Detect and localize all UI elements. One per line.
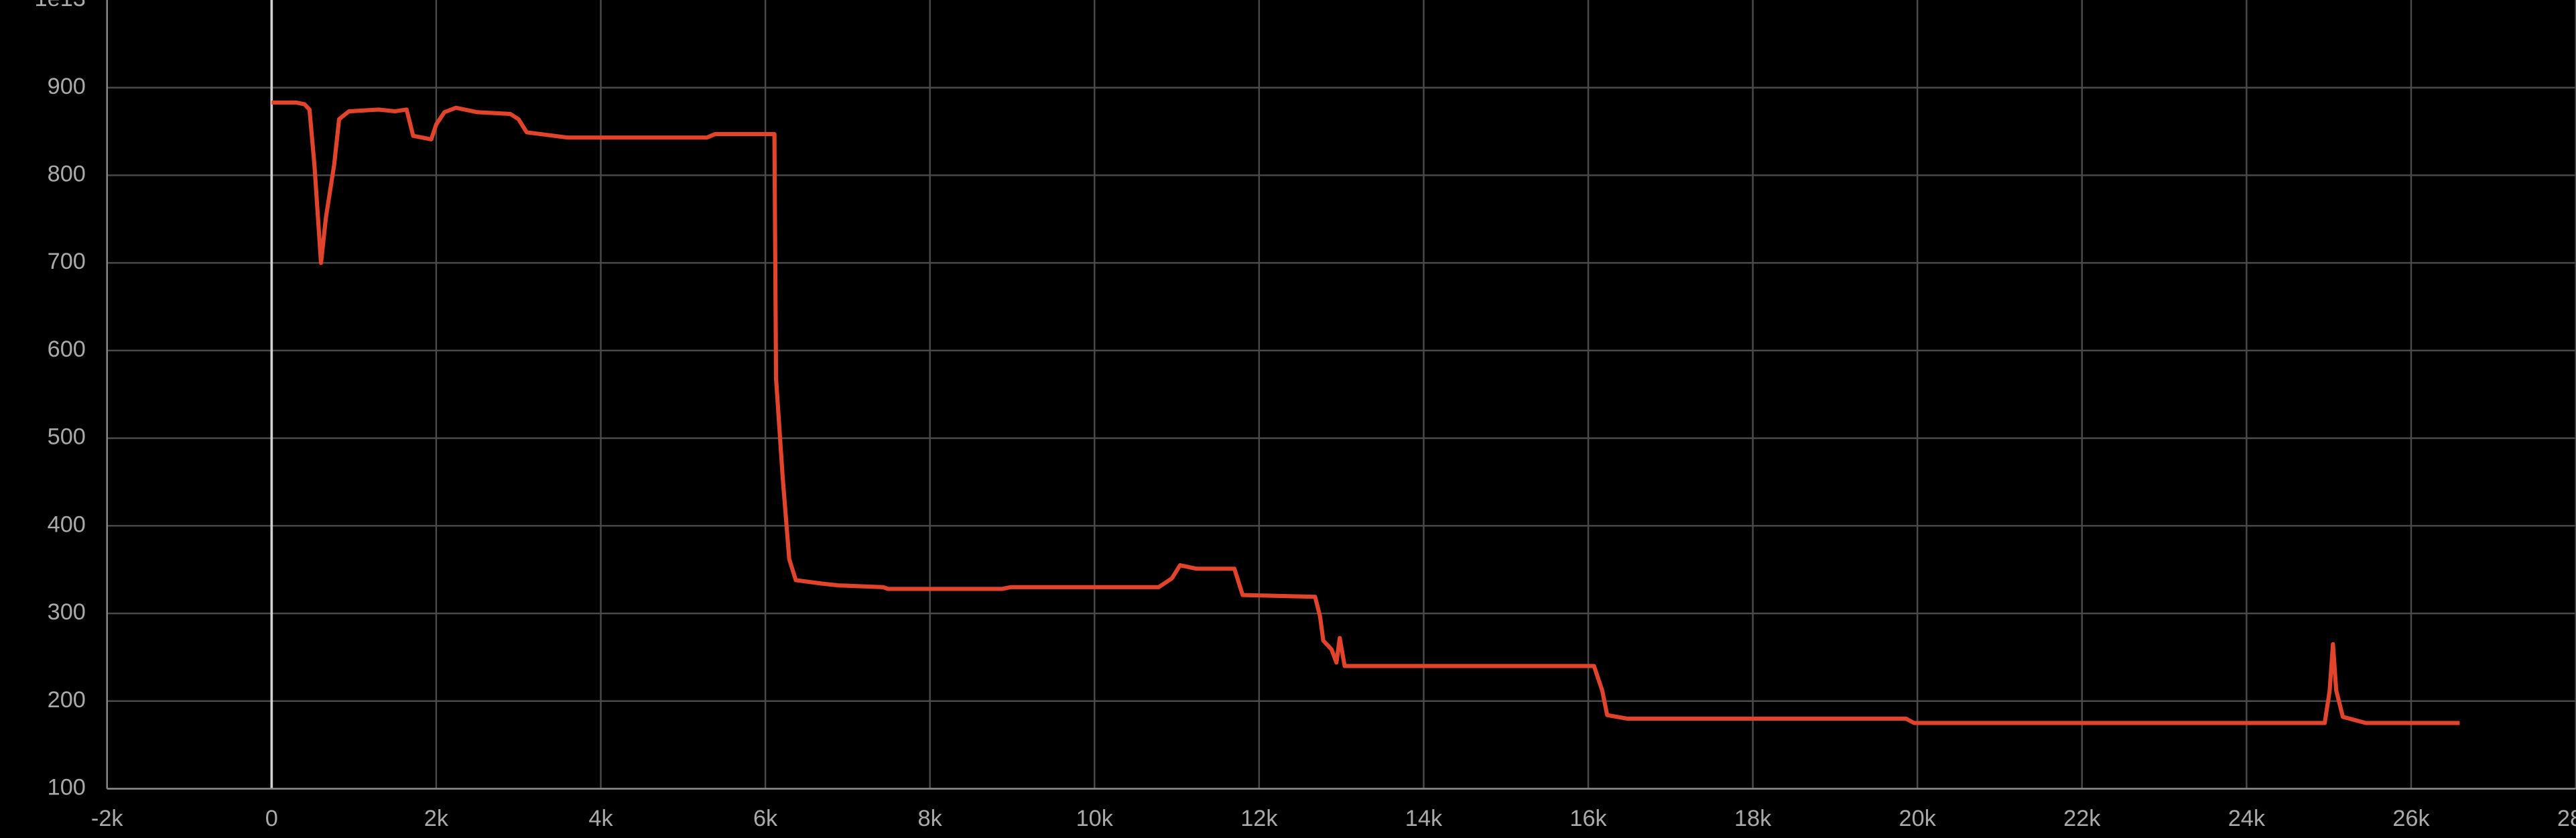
x-tick-label: 12k bbox=[1240, 806, 1278, 831]
x-tick-label: 4k bbox=[588, 806, 613, 831]
x-tick-label: 28k bbox=[2557, 806, 2576, 831]
y-tick-label: 100 bbox=[48, 775, 86, 800]
y-tick-label: 200 bbox=[48, 687, 86, 713]
x-tick-label: 0 bbox=[265, 806, 278, 831]
x-tick-label: -2k bbox=[91, 806, 123, 831]
y-tick-label: 600 bbox=[48, 337, 86, 362]
y-tick-label: 700 bbox=[48, 249, 86, 274]
y-tick-label: 800 bbox=[48, 162, 86, 187]
y-scale-label: 1e13 bbox=[35, 0, 86, 11]
y-tick-label: 500 bbox=[48, 424, 86, 450]
x-tick-label: 26k bbox=[2392, 806, 2430, 831]
x-tick-label: 2k bbox=[424, 806, 449, 831]
y-tick-label: 900 bbox=[48, 74, 86, 99]
x-tick-label: 6k bbox=[753, 806, 778, 831]
x-tick-label: 20k bbox=[1899, 806, 1937, 831]
x-tick-label: 18k bbox=[1734, 806, 1772, 831]
x-tick-label: 14k bbox=[1405, 806, 1443, 831]
y-tick-label: 400 bbox=[48, 512, 86, 537]
y-tick-label: 300 bbox=[48, 599, 86, 625]
series-line bbox=[271, 100, 2460, 725]
x-tick-label: 24k bbox=[2228, 806, 2266, 831]
x-tick-label: 16k bbox=[1569, 806, 1607, 831]
x-tick-label: 22k bbox=[2063, 806, 2101, 831]
x-tick-label: 8k bbox=[918, 806, 943, 831]
x-tick-label: 10k bbox=[1076, 806, 1114, 831]
